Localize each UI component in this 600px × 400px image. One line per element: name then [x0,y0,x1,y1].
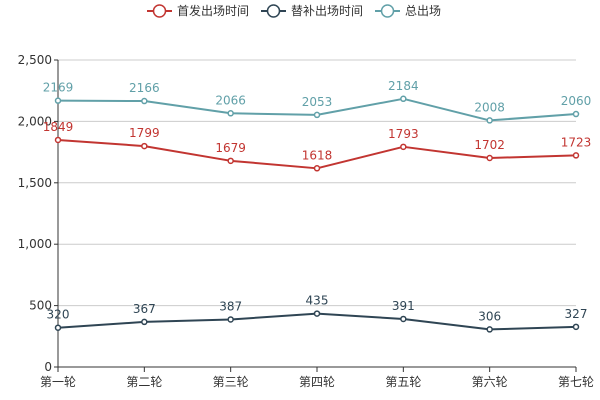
data-point[interactable] [400,95,407,103]
data-point[interactable] [227,157,234,165]
data-label: 2184 [388,79,419,93]
data-label: 2060 [561,94,592,108]
x-tick-label: 第四轮 [299,375,335,389]
x-tick-label: 第七轮 [558,375,594,389]
data-label: 1723 [561,135,592,149]
legend-marker-icon [266,4,281,18]
series-3: 2169 2166 2066 2053 2184 2008 2060 [43,79,592,124]
x-tick-label: 第三轮 [213,375,249,389]
data-label: 327 [565,307,588,321]
data-label: 1849 [43,120,74,134]
x-tick-label: 第二轮 [126,375,162,389]
data-label: 306 [478,309,501,323]
y-tick-label: 1,500 [18,176,52,190]
grid-lines [54,59,576,368]
data-point[interactable] [227,110,234,117]
data-label: 1679 [215,141,246,155]
y-tick-label: 0 [44,360,52,374]
data-point[interactable] [54,324,62,331]
data-label: 435 [306,294,329,308]
data-point[interactable] [313,165,321,172]
data-point[interactable] [313,111,321,119]
data-label: 1799 [129,126,160,140]
y-tick-label: 500 [29,299,52,313]
data-label: 1702 [474,138,505,152]
y-tick-label: 1,000 [18,237,52,251]
data-label: 1618 [302,148,333,162]
data-label: 2166 [129,81,160,95]
legend-item[interactable]: 总出场 [375,4,441,18]
data-point[interactable] [400,143,407,151]
data-point[interactable] [486,154,493,162]
data-point[interactable] [141,97,148,105]
data-label: 367 [133,302,156,316]
data-point[interactable] [54,136,62,144]
data-point[interactable] [227,316,234,323]
data-point[interactable] [141,318,148,326]
x-tick-label: 第六轮 [472,375,508,389]
data-label: 2169 [43,81,74,95]
legend-item[interactable]: 替补出场时间 [261,4,363,18]
data-label: 320 [47,308,70,322]
data-point[interactable] [486,117,493,124]
data-point[interactable] [572,110,580,118]
data-point[interactable] [572,152,580,159]
legend-label: 替补出场时间 [291,4,363,18]
data-point[interactable] [486,326,493,333]
y-tick-label: 2,500 [18,53,52,67]
legend-label: 总出场 [405,4,441,18]
x-axis-tick-labels: 第一轮 第二轮 第三轮 第四轮 第五轮 第六轮 第七轮 [40,375,594,389]
legend-marker-icon [380,4,395,18]
data-point[interactable] [141,142,148,150]
data-point[interactable] [54,97,62,104]
data-label: 1793 [388,127,419,141]
legend-label: 首发出场时间 [177,3,249,18]
data-label: 2066 [215,93,246,107]
legend-item[interactable]: 首发出场时间 [147,3,249,18]
series-2: 320 367 387 435 391 306 327 [47,294,588,333]
legend-marker-icon [152,4,167,18]
data-label: 2008 [474,100,505,114]
data-point[interactable] [400,315,407,323]
x-tick-label: 第五轮 [385,375,421,389]
data-point[interactable] [313,310,321,317]
data-point[interactable] [572,323,580,331]
data-label: 391 [392,299,415,313]
data-label: 387 [219,299,242,313]
y-axis-tick-labels: 0 500 1,000 1,500 2,000 2,500 [18,53,52,374]
y-tick-label: 2,000 [18,114,52,128]
data-label: 2053 [302,95,333,109]
x-tick-label: 第一轮 [40,375,76,389]
legend: 首发出场时间 替补出场时间 总出场 [147,3,441,18]
series-1: 1849 1799 1679 1618 1793 1702 1723 [43,120,592,172]
